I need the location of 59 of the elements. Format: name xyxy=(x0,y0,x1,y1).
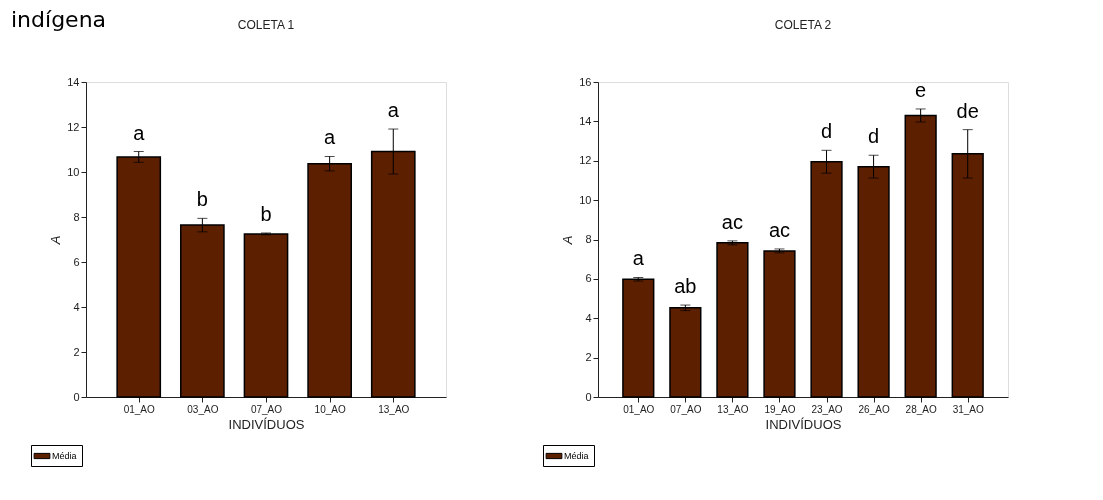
y-tick-label: 8 xyxy=(585,233,592,245)
data-label: ac xyxy=(721,210,743,233)
x-tick-label: 28_AO xyxy=(905,403,937,415)
y-tick-label: 6 xyxy=(585,272,592,285)
x-tick-label: 19_AO xyxy=(764,403,796,415)
text: indígena xyxy=(11,7,107,32)
y-tick-label: 4 xyxy=(585,311,592,324)
chart-title: COLETA 1 xyxy=(237,18,295,32)
data-label: d xyxy=(868,125,880,148)
data-label: a xyxy=(324,126,337,149)
x-tick-label: 26_AO xyxy=(858,403,890,415)
bar xyxy=(904,114,937,398)
x-tick-label: 03_AO xyxy=(187,403,219,415)
data-label: ab xyxy=(674,275,697,298)
bar xyxy=(116,156,162,398)
y-tick-label: 14 xyxy=(67,75,80,88)
chart-title: COLETA 2 xyxy=(774,18,832,32)
y-axis-title: A xyxy=(560,235,576,246)
data-label: ac xyxy=(768,218,791,241)
y-tick-label: 2 xyxy=(73,345,80,358)
legend-label: Média xyxy=(564,451,589,461)
data-label: a xyxy=(632,247,645,270)
bar xyxy=(669,307,702,398)
y-tick-label: 10 xyxy=(579,193,592,206)
x-tick-label: 07_AO xyxy=(670,403,702,415)
x-tick-label: 13_AO xyxy=(378,403,410,415)
x-axis-title: INDIVÍDUOS xyxy=(765,416,842,432)
y-tick-label: 14 xyxy=(579,114,592,127)
x-tick-label: 01_AO xyxy=(123,403,156,415)
data-label: de xyxy=(956,99,979,122)
x-tick-label: 13_AO xyxy=(717,403,749,415)
y-tick-label: 0 xyxy=(585,390,592,403)
x-tick-label: 01_AO xyxy=(623,403,655,415)
data-label: e xyxy=(915,78,927,101)
y-tick-label: 16 xyxy=(579,75,592,88)
data-label: b xyxy=(260,202,272,225)
y-tick-label: 4 xyxy=(73,300,80,313)
x-axis-title: INDIVÍDUOS xyxy=(228,416,305,432)
y-tick-label: 10 xyxy=(67,165,80,178)
data-label: a xyxy=(133,121,146,144)
bar xyxy=(716,242,749,398)
y-tick-label: 12 xyxy=(579,154,592,167)
x-tick-label: 23_AO xyxy=(811,403,843,415)
data-label: d xyxy=(820,120,833,143)
y-axis-title: A xyxy=(48,235,64,246)
bar xyxy=(622,278,655,398)
y-tick-label: 8 xyxy=(73,210,80,223)
y-tick-label: 2 xyxy=(585,351,592,364)
y-tick-label: 6 xyxy=(73,255,80,268)
bar xyxy=(763,250,796,398)
y-tick-label: 12 xyxy=(67,120,80,133)
x-tick-label: 10_AO xyxy=(314,403,346,415)
x-tick-label: 31_AO xyxy=(952,403,984,415)
legend-label: Média xyxy=(52,451,77,461)
data-label: a xyxy=(387,99,400,122)
x-tick-label: 07_AO xyxy=(250,403,283,415)
bar xyxy=(243,233,289,398)
data-label: b xyxy=(196,188,208,211)
y-tick-label: 0 xyxy=(73,390,80,403)
